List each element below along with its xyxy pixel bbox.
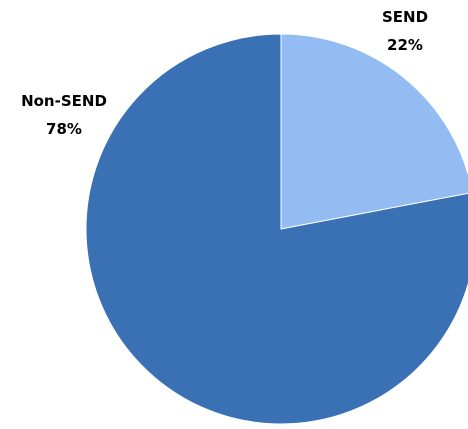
slice-value-label-non-send: 78% <box>46 120 82 138</box>
slice-label-send: SEND <box>382 8 428 26</box>
slice-value-label-send: 22% <box>387 36 423 54</box>
pie-slice-non-send <box>85 33 468 425</box>
pie-slice-send <box>280 33 468 230</box>
slice-label-non-send: Non-SEND <box>21 92 107 110</box>
